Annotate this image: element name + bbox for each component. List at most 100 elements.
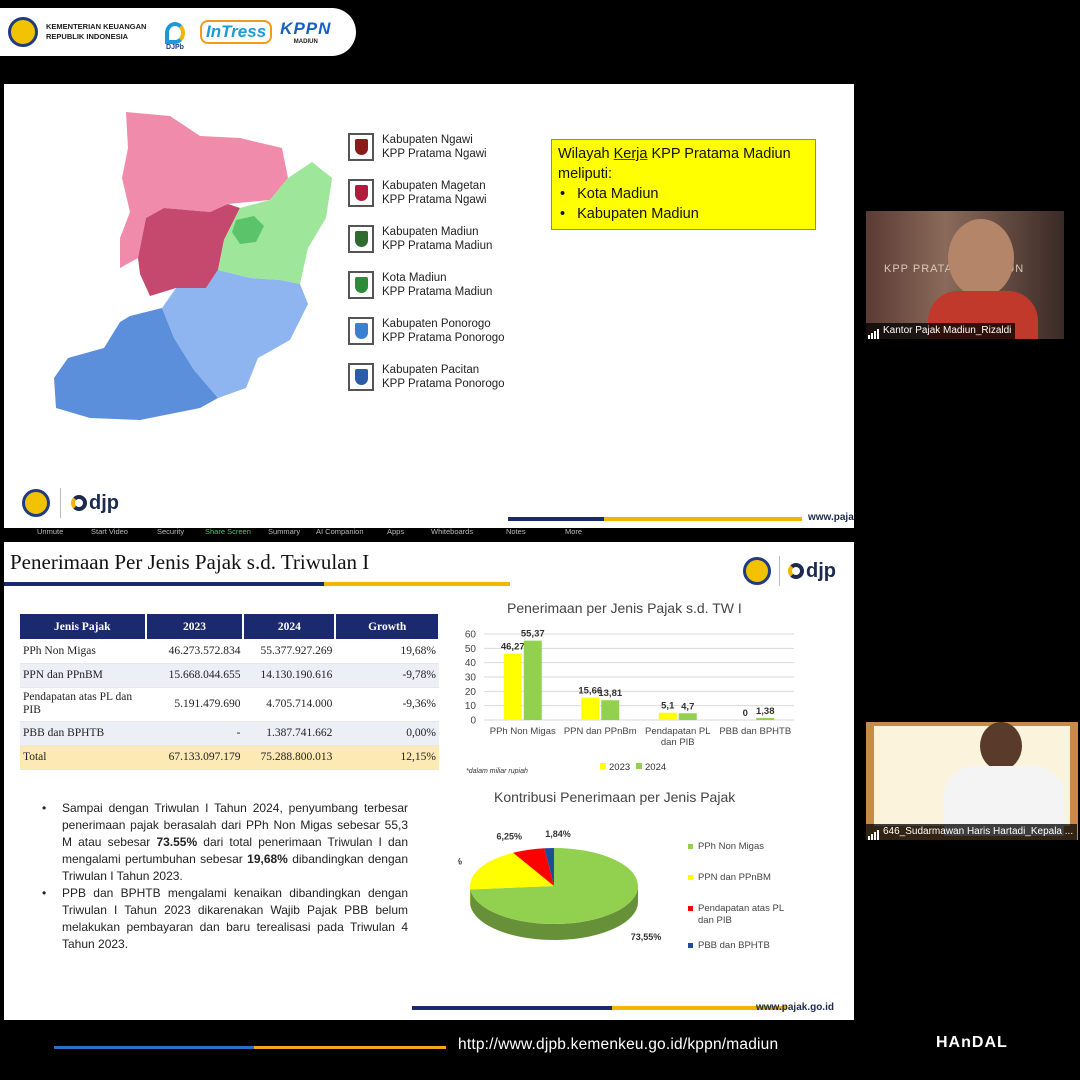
kppn-label: KPPN bbox=[280, 19, 332, 38]
legend-item: Kota Madiun KPP Pratama Madiun bbox=[348, 270, 505, 300]
madiun-kab-crest-icon bbox=[348, 225, 374, 253]
participant-video-1[interactable]: KPP PRATAMA MADIUN Kantor Pajak Madiun_R… bbox=[866, 211, 1064, 339]
region-legend: Kabupaten Ngawi KPP Pratama Ngawi Kabupat… bbox=[348, 132, 505, 408]
y-tick-label: 40 bbox=[465, 658, 477, 669]
djpb-label: DJPb bbox=[166, 44, 184, 51]
x-tick-label: Pendapatan PL bbox=[645, 726, 711, 737]
bar-value-label: 15,66 bbox=[578, 686, 602, 697]
djp-logo: djp bbox=[71, 492, 119, 515]
pie-slice bbox=[544, 848, 554, 886]
bar-value-label: 5,1 bbox=[661, 701, 675, 712]
pie-slice-side bbox=[470, 886, 638, 940]
table-cell: 4.705.714.000 bbox=[243, 687, 336, 722]
map-madiun-kab bbox=[218, 162, 332, 284]
table-row: Pendapatan atas PL dan PIB 5.191.479.690… bbox=[20, 687, 439, 722]
unmute-button[interactable]: Unmute bbox=[37, 527, 64, 536]
start-video-button[interactable]: Start Video bbox=[91, 527, 128, 536]
table-row: PPN dan PPnBM 15.668.044.655 14.130.190.… bbox=[20, 663, 439, 688]
table-header-row: Jenis Pajak 2023 2024 Growth bbox=[20, 614, 440, 639]
pie-value-label: 73,55% bbox=[631, 932, 662, 942]
table-cell: PPh Non Migas bbox=[20, 639, 146, 664]
notes-button[interactable]: Notes bbox=[506, 527, 526, 536]
legend-label: 2023 bbox=[609, 762, 630, 773]
djp-ring-icon bbox=[788, 563, 804, 579]
legend-label: dan PIB bbox=[698, 915, 732, 926]
legend-office: KPP Pratama Ponorogo bbox=[382, 378, 505, 390]
bar-value-label: 46,27 bbox=[501, 642, 525, 653]
participant-video-2[interactable]: 646_Sudarmawan Haris Hartadi_Kepala ... bbox=[866, 722, 1078, 840]
kppn-sub: MADIUN bbox=[293, 39, 318, 45]
map-kota-madiun bbox=[232, 216, 264, 244]
table-cell: PPN dan PPnBM bbox=[20, 663, 146, 688]
handal-logo: HAnDAL bbox=[936, 1034, 1008, 1051]
participant-name-tag: Kantor Pajak Madiun_Rizaldi bbox=[866, 323, 1016, 339]
kemenkeu-emblem-icon bbox=[743, 557, 771, 585]
shared-slide-revenue: Penerimaan Per Jenis Pajak s.d. Triwulan… bbox=[4, 542, 854, 1020]
table-total-row: Total 67.133.097.179 75.288.800.013 12,1… bbox=[20, 745, 439, 770]
bar bbox=[601, 700, 620, 720]
apps-button[interactable]: Apps bbox=[387, 527, 405, 536]
legend-item: Kabupaten Magetan KPP Pratama Ngawi bbox=[348, 178, 505, 208]
table-cell: 67.133.097.179 bbox=[145, 745, 244, 770]
shared-slide-map: Kabupaten Ngawi KPP Pratama Ngawi Kabupat… bbox=[4, 84, 854, 528]
table-cell: - bbox=[145, 721, 244, 746]
legend-item: Kabupaten Pacitan KPP Pratama Ponorogo bbox=[348, 362, 505, 392]
legend-swatch bbox=[688, 844, 693, 849]
table-cell: 0,00% bbox=[335, 721, 439, 746]
table-cell: 55.377.927.269 bbox=[243, 639, 336, 664]
chart-note: *dalam miliar rupiah bbox=[466, 768, 528, 775]
table-cell: 46.273.572.834 bbox=[145, 639, 244, 664]
whiteboards-button[interactable]: Whiteboards bbox=[431, 527, 474, 536]
wilayah-kerja-box: Wilayah Kerja KPP Pratama Madiun meliput… bbox=[551, 139, 816, 230]
footer-accent-line bbox=[508, 517, 802, 521]
table-cell: 5.191.479.690 bbox=[145, 687, 244, 722]
table-cell: Pendapatan atas PL dan PIB bbox=[20, 687, 146, 722]
more-button[interactable]: More bbox=[565, 527, 583, 536]
participant-face bbox=[948, 219, 1014, 297]
bar-value-label: 0 bbox=[743, 708, 748, 719]
kemenkeu-emblem-icon bbox=[8, 17, 38, 47]
bar-value-label: 13,81 bbox=[598, 688, 622, 699]
djpb-logo: DJPb bbox=[158, 13, 192, 51]
col-header: Jenis Pajak bbox=[20, 614, 147, 639]
bar bbox=[756, 718, 775, 720]
legend-label: Kota Madiun bbox=[382, 272, 447, 284]
region-map bbox=[54, 112, 332, 420]
x-tick-label: dan PIB bbox=[661, 737, 695, 748]
pie-slice bbox=[470, 848, 638, 924]
y-tick-label: 60 bbox=[465, 630, 477, 641]
bullet-item: PPB dan BPHTB mengalami kenaikan dibandi… bbox=[42, 885, 408, 953]
legend-item: Kabupaten Ngawi KPP Pratama Ngawi bbox=[348, 132, 505, 162]
legend-swatch bbox=[600, 763, 606, 769]
security-button[interactable]: Security bbox=[157, 527, 185, 536]
ai-companion-button[interactable]: AI Companion bbox=[316, 527, 364, 536]
pie-value-label: 6,25% bbox=[497, 832, 523, 842]
pie-value-label: 1,84% bbox=[545, 829, 571, 839]
legend-office: KPP Pratama Madiun bbox=[382, 240, 493, 252]
signal-icon bbox=[868, 323, 880, 339]
legend-office: KPP Pratama Ngawi bbox=[382, 148, 487, 160]
table-cell: -9,78% bbox=[335, 663, 439, 688]
col-header: 2023 bbox=[145, 614, 245, 639]
wilayah-list: Kota Madiun Kabupaten Madiun bbox=[558, 184, 809, 224]
header-logo-bar: KEMENTERIAN KEUANGAN REPUBLIK INDONESIA … bbox=[0, 8, 356, 56]
bar bbox=[503, 653, 522, 720]
bar bbox=[581, 697, 600, 720]
pacitan-crest-icon bbox=[348, 363, 374, 391]
intress-logo: InTress bbox=[200, 20, 273, 44]
legend-label: PPh Non Migas bbox=[698, 841, 764, 852]
slide-header-logo: djp bbox=[743, 556, 836, 586]
djp-logo: djp bbox=[788, 560, 836, 583]
map-ngawi bbox=[120, 112, 288, 268]
x-tick-label: PPh Non Migas bbox=[490, 726, 556, 737]
legend-office: KPP Pratama Ponorogo bbox=[382, 332, 505, 344]
bar bbox=[523, 640, 542, 720]
pie-chart: 73,55% 18,35% 6,25% 1,84% PPh Non Migas PPN d… bbox=[458, 829, 784, 951]
legend-office: KPP Pratama Madiun bbox=[382, 286, 493, 298]
pie-value-label: 18,35% bbox=[458, 857, 462, 867]
summary-button[interactable]: Summary bbox=[268, 527, 301, 536]
divider bbox=[779, 556, 780, 586]
share-screen-button[interactable]: Share Screen bbox=[205, 527, 251, 536]
legend-office: KPP Pratama Ngawi bbox=[382, 194, 487, 206]
y-tick-label: 10 bbox=[465, 701, 477, 712]
